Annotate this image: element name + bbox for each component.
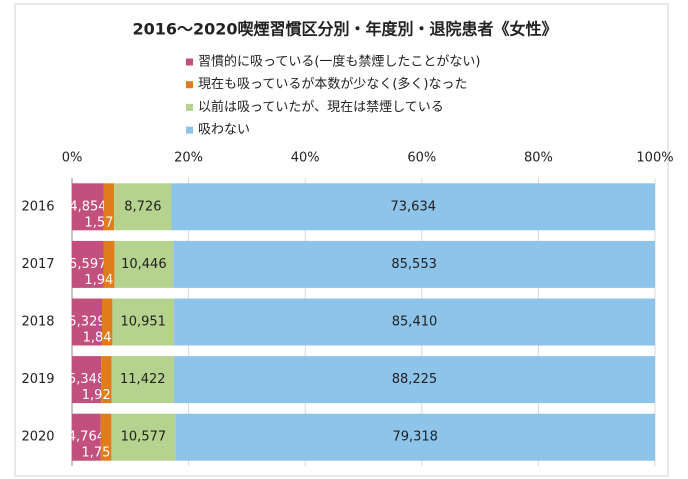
legend-label: 習慣的に吸っている(一度も禁煙したことがない): [198, 54, 481, 70]
bar-segment: [173, 356, 655, 404]
bar-segment: [101, 356, 112, 404]
data-label: 1,576: [84, 215, 121, 230]
data-label: 5,597: [69, 257, 106, 272]
bar-segment: [72, 298, 103, 346]
data-label: 85,553: [391, 257, 437, 272]
bar-segment: [111, 356, 174, 404]
data-label: 5,329: [68, 315, 105, 330]
data-label: 4,854: [69, 199, 106, 214]
legend-swatch: [186, 58, 193, 66]
legend-swatch: [186, 126, 193, 134]
data-label: 1,943: [84, 273, 121, 288]
bar-segment: [72, 183, 104, 231]
data-label: 73,634: [391, 199, 437, 214]
x-tick-label: 0%: [62, 151, 83, 166]
bar-segment: [102, 298, 113, 346]
y-tick-label: 2016: [21, 199, 54, 214]
data-label: 10,951: [120, 315, 166, 330]
x-tick-label: 40%: [291, 151, 320, 166]
data-label: 1,845: [83, 331, 120, 346]
bar-segment: [72, 240, 104, 288]
data-label: 85,410: [392, 315, 438, 330]
x-tick-label: 80%: [524, 151, 553, 166]
data-label: 10,577: [121, 430, 167, 445]
bar-segment: [171, 183, 655, 231]
y-tick-label: 2018: [21, 315, 54, 330]
y-tick-label: 2019: [21, 372, 54, 387]
chart-title: 2016～2020喫煙習慣区分別・年度別・退院患者《女性》: [132, 20, 557, 39]
legend-label: 現在も吸っているが本数が少なく(多く)なった: [198, 76, 468, 92]
bar-segment: [111, 413, 176, 461]
x-tick-label: 100%: [636, 151, 673, 166]
bar-segment: [175, 413, 655, 461]
bar-segment: [100, 413, 112, 461]
bar-segment: [173, 240, 655, 288]
data-label: 8,726: [124, 199, 161, 214]
bar-segment: [114, 240, 174, 288]
data-label: 79,318: [392, 430, 438, 445]
data-label: 11,422: [120, 372, 166, 387]
bar-segment: [112, 298, 175, 346]
x-tick-label: 20%: [174, 151, 203, 166]
data-label: 88,225: [392, 372, 438, 387]
x-tick-label: 60%: [407, 151, 436, 166]
bar-segment: [114, 183, 172, 231]
data-label: 10,446: [121, 257, 167, 272]
data-label: 1,920: [82, 388, 119, 403]
bar-segment: [72, 356, 102, 404]
chart-frame: [14, 3, 669, 477]
data-label: 5,348: [68, 372, 105, 387]
bar-segment: [72, 413, 101, 461]
data-label: 1,755: [82, 446, 119, 461]
legend-label: 以前は吸っていたが、現在は禁煙している: [198, 99, 444, 115]
bar-segment: [103, 240, 115, 288]
data-label: 4,764: [68, 430, 105, 445]
y-tick-label: 2017: [21, 257, 54, 272]
y-tick-label: 2020: [21, 430, 54, 445]
legend-swatch: [186, 103, 193, 111]
legend-swatch: [186, 81, 193, 89]
bar-segment: [174, 298, 655, 346]
legend-label: 吸わない: [198, 123, 250, 138]
bar-segment: [103, 183, 115, 231]
